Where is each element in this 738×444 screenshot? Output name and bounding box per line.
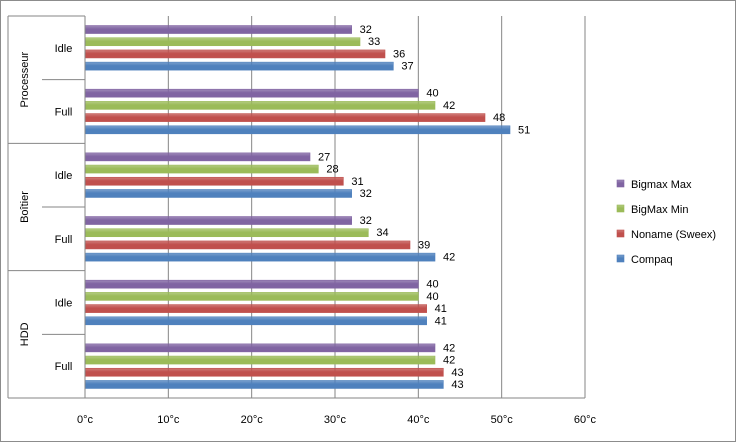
bar <box>84 113 486 122</box>
axis-layer: 0°c 10°c 20°c 30°c 40°c 50°c 60°c Idle Full Idle F… <box>7 15 597 426</box>
category-label: Full <box>55 234 73 246</box>
data-label: 37 <box>401 61 413 73</box>
data-label: 40 <box>426 279 438 291</box>
bar <box>84 61 394 71</box>
x-tick-label: 40°c <box>407 414 430 426</box>
bar <box>84 343 436 353</box>
legend-layer: Bigmax Max BigMax Min Noname (Sweex) Compaq <box>616 179 716 266</box>
x-tick-label: 20°c <box>241 414 264 426</box>
x-tick-label: 0°c <box>77 414 94 426</box>
data-label: 39 <box>418 239 430 251</box>
legend-label: Bigmax Max <box>631 179 692 191</box>
x-tick-label: 30°c <box>324 414 347 426</box>
bar <box>84 25 352 34</box>
bar <box>84 216 352 225</box>
legend-swatch <box>616 229 625 238</box>
group-label: Processeur <box>19 52 31 108</box>
x-tick-label: 50°c <box>491 414 514 426</box>
bar <box>84 125 511 135</box>
data-label: 33 <box>368 36 380 48</box>
bar <box>84 316 427 326</box>
bar <box>84 164 319 174</box>
data-label: 43 <box>451 379 463 391</box>
category-label: Idle <box>55 170 73 182</box>
bar <box>84 367 444 377</box>
bar <box>84 380 444 389</box>
data-label: 32 <box>360 215 372 227</box>
legend-swatch <box>616 254 625 263</box>
category-label: Idle <box>55 43 73 55</box>
data-label: 42 <box>443 252 455 264</box>
category-label: Idle <box>55 298 73 310</box>
bar <box>84 355 436 365</box>
legend-label: BigMax Min <box>631 204 688 216</box>
legend-swatch <box>616 179 625 188</box>
bar <box>84 228 369 238</box>
data-label: 42 <box>443 100 455 112</box>
bar <box>84 189 352 198</box>
bar <box>84 292 419 301</box>
labels-layer: 3233363740424851272831323234394240404141… <box>318 24 530 391</box>
bar <box>84 279 419 289</box>
category-label: Full <box>55 361 73 373</box>
data-label: 42 <box>443 342 455 354</box>
data-label: 40 <box>426 291 438 303</box>
bar <box>84 88 419 98</box>
data-label: 27 <box>318 151 330 163</box>
data-label: 41 <box>435 303 447 315</box>
legend-swatch <box>616 204 625 213</box>
data-label: 51 <box>518 124 530 136</box>
data-label: 36 <box>393 48 405 60</box>
bars-layer <box>84 25 511 389</box>
category-label: Full <box>55 107 73 119</box>
data-label: 40 <box>426 88 438 100</box>
data-label: 43 <box>451 367 463 379</box>
x-tick-label: 10°c <box>157 414 180 426</box>
grid-layer <box>84 16 586 398</box>
bar <box>84 304 427 313</box>
data-label: 32 <box>360 24 372 36</box>
bar <box>84 101 436 110</box>
legend-label: Compaq <box>631 254 673 266</box>
bar <box>84 252 436 262</box>
legend-label: Noname (Sweex) <box>631 229 716 241</box>
bar <box>84 152 311 162</box>
data-label: 32 <box>360 188 372 200</box>
bar <box>84 240 411 250</box>
x-tick-label: 60°c <box>574 414 597 426</box>
data-label: 31 <box>351 176 363 188</box>
bar <box>84 49 386 59</box>
data-label: 28 <box>326 164 338 176</box>
data-label: 34 <box>376 227 388 239</box>
bar <box>84 37 361 47</box>
data-label: 42 <box>443 355 455 367</box>
bar <box>84 176 344 186</box>
group-label: HDD <box>19 322 31 346</box>
data-label: 41 <box>435 315 447 327</box>
data-label: 48 <box>493 112 505 124</box>
group-label: Boîtier <box>19 191 31 223</box>
